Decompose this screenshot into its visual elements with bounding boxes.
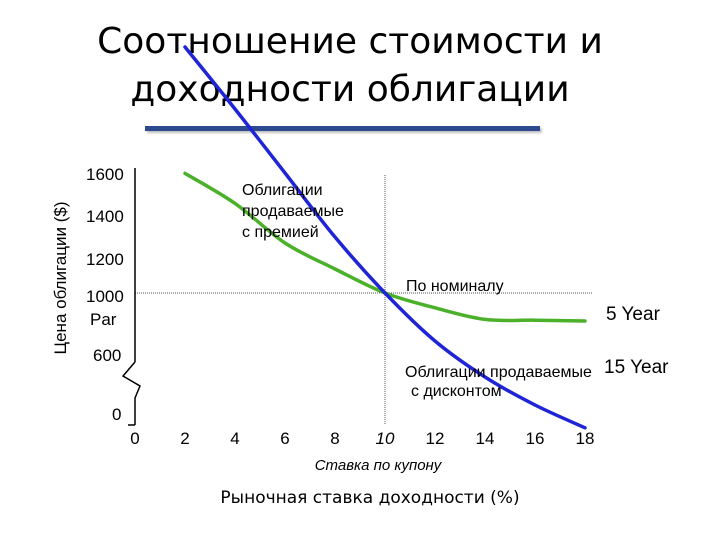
reference-lines xyxy=(135,175,593,425)
x-axis-label: Рыночная ставка доходности (%) xyxy=(220,488,519,508)
axes xyxy=(121,168,141,426)
x-tick-label: 6 xyxy=(280,429,289,448)
title-line-1: Соотношение стоимости и xyxy=(97,21,603,62)
legend-5-year: 5 Year xyxy=(606,304,661,325)
x-tick-label: 4 xyxy=(230,429,239,448)
page-title: Соотношение стоимости и доходности облиг… xyxy=(40,18,660,114)
premium-label-3: с премией xyxy=(242,224,319,241)
coupon-rate-label: Ставка по купону xyxy=(315,457,443,474)
y-tick-label: 0 xyxy=(112,405,121,424)
premium-label-1: Облигации xyxy=(242,182,323,199)
tick-labels: 0 2 4 6 8 10 12 14 16 18 0 600 1000 Par 1200 1400 1600 xyxy=(86,165,594,448)
series-lines xyxy=(183,45,587,430)
x-tick-label: 0 xyxy=(130,429,139,448)
y-tick-label: 1200 xyxy=(86,250,124,269)
y-tick-label: 1400 xyxy=(86,207,124,226)
par-label: По номиналу xyxy=(406,278,504,295)
discount-label-2: с дисконтом xyxy=(411,383,502,400)
legend-15-year: 15 Year xyxy=(604,357,669,378)
x-tick-label: 12 xyxy=(426,429,445,448)
y-tick-label: 600 xyxy=(93,346,121,365)
title-underline xyxy=(145,126,540,131)
y-tick-label: 1600 xyxy=(86,165,124,184)
y-tick-label: 1000 xyxy=(86,287,124,306)
premium-label-2: продаваемые xyxy=(242,203,344,220)
x-tick-label: 14 xyxy=(476,429,495,448)
x-tick-label: 2 xyxy=(180,429,189,448)
y-tick-label: Par xyxy=(90,310,117,329)
x-tick-label: 10 xyxy=(376,429,395,448)
y-axis-break xyxy=(121,361,141,425)
x-tick-label: 16 xyxy=(526,429,545,448)
discount-label-1: Облигации продаваемые xyxy=(405,364,592,381)
y-axis-label: Цена облигации ($) xyxy=(51,202,70,355)
x-tick-label: 8 xyxy=(330,429,339,448)
x-tick-label: 18 xyxy=(576,429,595,448)
title-line-2: доходности облигации xyxy=(130,69,570,110)
line-15-year xyxy=(183,45,587,430)
